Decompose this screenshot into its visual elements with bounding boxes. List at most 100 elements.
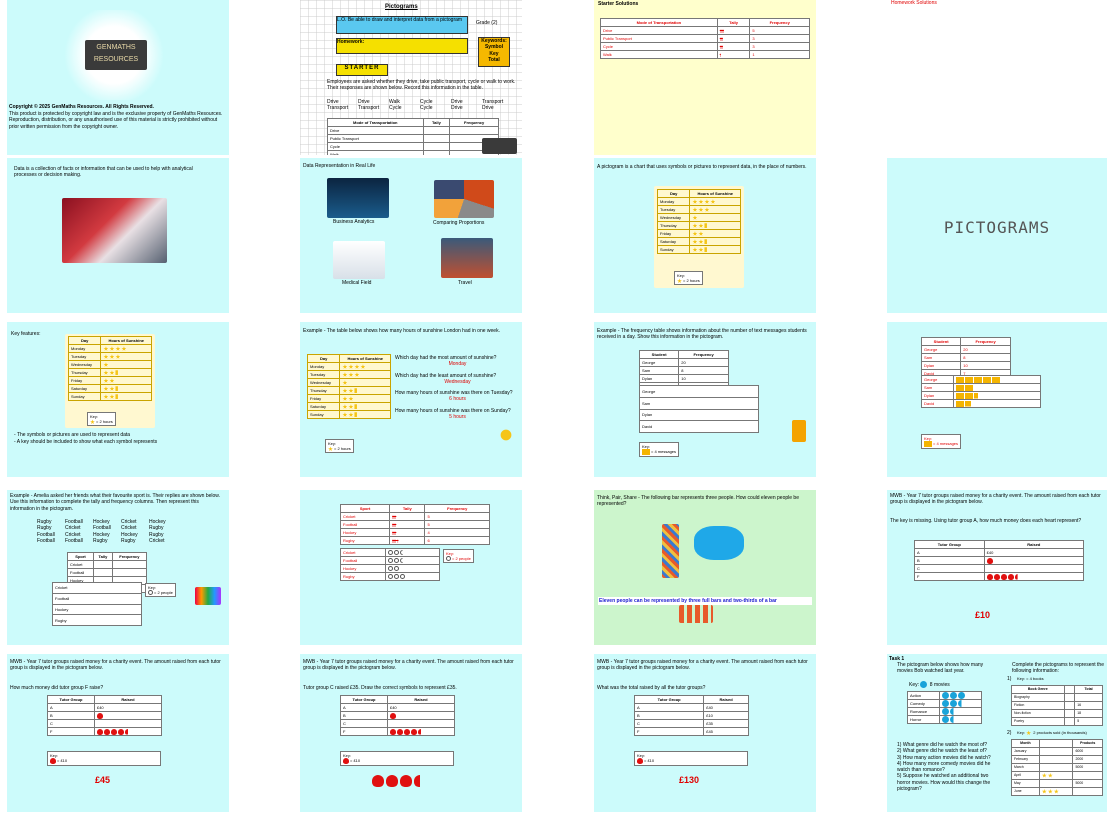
slide-data-definition: Data is a collection of facts or informa… xyxy=(7,158,229,313)
row: Tuesday xyxy=(67,352,152,361)
cell xyxy=(385,564,440,573)
bullet: - The symbols or pictures are used to re… xyxy=(14,432,131,438)
header-cell: Tutor Group xyxy=(914,540,985,549)
response: Transport xyxy=(358,105,380,112)
cell: Drive xyxy=(327,126,424,135)
row: Friday xyxy=(306,394,391,403)
title: Key features: xyxy=(11,331,41,337)
cell: F xyxy=(47,727,95,736)
symbol xyxy=(704,207,710,212)
header-cell: Frequency xyxy=(111,552,148,561)
symbol xyxy=(400,558,403,564)
copyright-text: This product is protected by copyright l… xyxy=(9,111,223,130)
question: Which day had the least amount of sunshi… xyxy=(395,372,497,379)
symbol xyxy=(109,386,115,391)
cell: Cricket xyxy=(339,512,391,521)
symbol xyxy=(942,700,950,707)
mwb-text: MWB - Year 7 tutor groups raised money f… xyxy=(890,493,1101,506)
response: Transport xyxy=(482,99,504,105)
header-cell: Month xyxy=(1011,739,1040,748)
cell: Monday xyxy=(67,344,102,353)
cell: Cycle xyxy=(600,42,718,51)
caption: Comparing Proportions xyxy=(433,220,485,226)
bar-image xyxy=(662,524,679,578)
cell: 20 xyxy=(960,345,1011,354)
cell: |||| xyxy=(716,26,751,35)
cell: January xyxy=(1011,747,1040,756)
question: 2) What genre did he watch the least of? xyxy=(897,748,987,755)
image xyxy=(434,180,494,218)
symbol xyxy=(342,380,348,385)
row: Drive xyxy=(327,126,499,135)
symbol xyxy=(958,700,962,707)
cell: Tuesday xyxy=(306,370,341,379)
cell: Sam xyxy=(921,383,954,392)
cell xyxy=(100,392,152,401)
symbol xyxy=(964,392,973,399)
cell: |||| xyxy=(389,520,426,529)
key-text: = 4 messages xyxy=(651,449,677,455)
header-row: Student Frequency xyxy=(638,350,729,359)
header-cell xyxy=(1038,739,1074,748)
symbol xyxy=(692,231,698,236)
cell: Monday xyxy=(306,362,341,371)
cell xyxy=(422,150,451,155)
header-cell: Day xyxy=(67,336,102,345)
symbol xyxy=(692,239,698,244)
cell: 6 xyxy=(424,536,490,545)
row: Sunday xyxy=(656,245,741,254)
cell xyxy=(93,560,113,569)
cell: Rugby xyxy=(52,614,142,626)
cell: Dylan xyxy=(638,374,680,383)
cell xyxy=(1074,693,1103,702)
row: A £40 xyxy=(914,548,1085,557)
symbol xyxy=(386,775,398,787)
row: Hockey xyxy=(52,603,142,616)
title: Starter Solutions xyxy=(598,1,639,7)
cell: April xyxy=(1011,771,1040,780)
response: Drive xyxy=(451,105,463,112)
row: Rugby xyxy=(52,614,142,626)
question: 1) What genre did he watch the most of? xyxy=(897,742,988,748)
response-row: Rugby Football Hockey Cricket Hockey xyxy=(37,519,187,525)
pictogram: Tutor Group Raised A £40 B C F xyxy=(914,540,1085,581)
key-label: Key: xyxy=(642,444,651,449)
symbol xyxy=(348,396,354,401)
question: What was the total raised by all the tut… xyxy=(597,685,706,691)
cell: 10 xyxy=(678,374,729,383)
slide-messages-solution: Student Frequency George 20 Sam 8 Dylan 10 David… xyxy=(887,322,1107,477)
symbol xyxy=(121,346,127,351)
row: Hockey |||| 4 xyxy=(339,528,490,537)
symbol xyxy=(692,199,698,204)
key-symbol xyxy=(1026,730,1032,735)
cell: Tuesday xyxy=(656,205,691,214)
cell: George xyxy=(639,385,759,398)
cell xyxy=(689,213,741,222)
key-symbol xyxy=(924,441,932,447)
cell xyxy=(385,556,440,565)
key-label: Key: xyxy=(1017,730,1026,735)
response: Football xyxy=(65,537,83,544)
header-row: Student Frequency xyxy=(920,337,1011,346)
symbol xyxy=(955,384,964,391)
header-cell: Mode of Transportation xyxy=(327,118,424,127)
response: Football xyxy=(37,537,55,544)
symbol xyxy=(396,728,403,735)
symbol xyxy=(986,573,993,580)
symbol xyxy=(950,708,954,715)
cell xyxy=(689,229,741,238)
row: Sam 8 xyxy=(638,366,729,375)
cell xyxy=(386,727,456,736)
cell: 1 xyxy=(749,50,810,59)
cell: Dylan xyxy=(920,361,962,370)
symbol xyxy=(342,404,348,409)
question: The key is missing. Using tutor group A,… xyxy=(890,518,1082,524)
cell: Horror xyxy=(906,715,941,724)
part-label: 2) xyxy=(1007,730,1012,736)
header-row: Day Hours of Sunshine xyxy=(656,189,741,198)
symbol xyxy=(1041,773,1047,778)
pictogram: Tutor Group Raised A £40 B C F xyxy=(47,695,163,736)
slide-real-life: Data Representation in Real Life Busines… xyxy=(300,158,522,313)
cell: B xyxy=(633,711,705,720)
